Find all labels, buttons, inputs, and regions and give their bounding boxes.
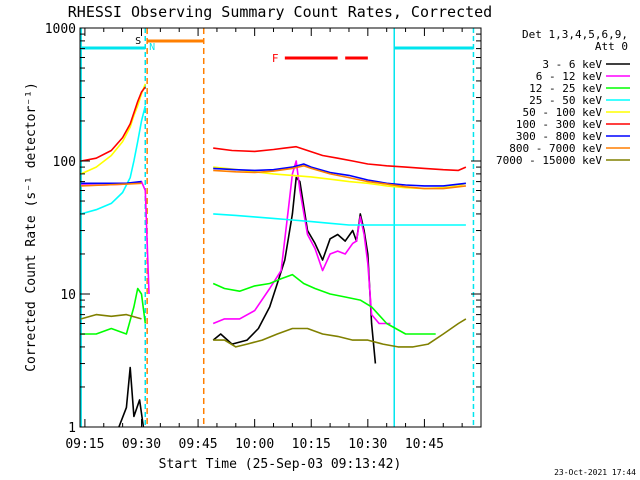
x-tick-label: 09:15 — [65, 437, 104, 452]
y-axis-label: Corrected Count Rate (s⁻¹ detector⁻¹) — [24, 82, 39, 372]
x-tick-label: 10:00 — [235, 437, 274, 452]
x-axis-label: Start Time (25-Sep-03 09:13:42) — [159, 457, 402, 472]
series-line-3-1 — [213, 213, 466, 226]
series-line-0-1 — [212, 176, 377, 364]
series-line-3-0 — [80, 105, 147, 215]
series-line-4-0 — [80, 83, 147, 175]
legend-entry-label: 50 - 100 keV — [523, 106, 603, 119]
x-tick-label: 10:30 — [348, 437, 387, 452]
series-line-7-1 — [213, 165, 466, 190]
series-line-5-0 — [80, 86, 146, 162]
legend-entry-label: 800 - 7000 keV — [509, 142, 602, 155]
legend-entry-label: 6 - 12 keV — [536, 70, 603, 83]
series-line-1-1 — [212, 160, 391, 325]
axes: 09:15 09:30 09:45 10:00 10:15 10:30 10:45 1 10 10… — [45, 22, 481, 452]
series-group — [80, 83, 467, 428]
night-label: N — [149, 42, 155, 53]
plot-frame — [79, 27, 482, 428]
series-line-6-0 — [81, 180, 142, 185]
series-line-2-0 — [81, 287, 147, 335]
series-line-6-1 — [213, 163, 466, 187]
x-tick-label: 10:15 — [292, 437, 331, 452]
legend-entry-label: 25 - 50 keV — [529, 94, 602, 107]
observing-annotations: SN F — [80, 28, 475, 427]
series-line-2-1 — [212, 273, 436, 335]
x-tick-label: 09:45 — [179, 437, 218, 452]
flare-label: F — [272, 52, 279, 65]
x-tick-label: 09:30 — [122, 437, 161, 452]
x-tick-label: 10:45 — [405, 437, 444, 452]
legend-entry-label: 3 - 6 keV — [542, 58, 602, 71]
series-line-0-0 — [118, 366, 145, 428]
legend-entry-label: 300 - 800 keV — [516, 130, 602, 143]
y-tick-label: 100 — [53, 155, 76, 170]
legend-header-line: Att 0 — [595, 40, 628, 53]
series-line-1-0 — [81, 180, 150, 295]
y-tick-label: 1 — [68, 421, 76, 436]
series-line-5-1 — [213, 145, 467, 172]
legend-header-line: Det 1,3,4,5,6,9, — [522, 28, 628, 41]
legend-entry-label: 100 - 300 keV — [516, 118, 602, 131]
series-line-8-0 — [80, 313, 142, 320]
saa-label: S — [135, 36, 141, 47]
chart-title: RHESSI Observing Summary Count Rates, Co… — [68, 3, 492, 21]
legend-entry-label: 12 - 25 keV — [529, 82, 602, 95]
y-tick-label: 1000 — [45, 22, 76, 37]
y-tick-label: 10 — [60, 288, 76, 303]
legend-entry-label: 7000 - 15000 keV — [496, 154, 602, 167]
footer-date: 23-Oct-2021 17:44 — [554, 468, 636, 477]
series-line-8-1 — [213, 318, 467, 348]
series-line-7-0 — [81, 182, 142, 187]
